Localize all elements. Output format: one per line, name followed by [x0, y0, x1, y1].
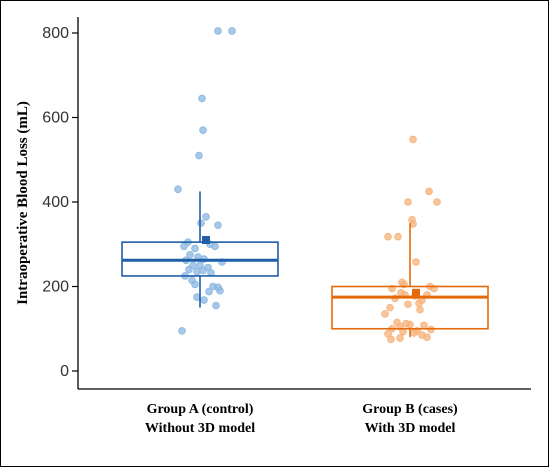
data-point [180, 242, 188, 251]
y-axis-label: Intraoperative Blood Loss (mL) [15, 101, 31, 305]
data-point [193, 267, 201, 276]
data-point [387, 335, 395, 344]
x-tick-group-a-line2: Without 3D model [145, 421, 255, 436]
data-point [409, 135, 417, 144]
data-point [199, 126, 207, 134]
data-point [212, 301, 220, 310]
data-point [214, 221, 222, 230]
data-point [197, 219, 205, 227]
data-point [386, 303, 394, 312]
x-tick-group-b-line2: With 3D model [365, 421, 456, 436]
data-point [178, 327, 186, 335]
data-point [216, 286, 224, 295]
data-point [427, 325, 435, 334]
data-point [174, 185, 182, 194]
data-point [404, 300, 412, 309]
y-tick-label: 400 [42, 194, 69, 211]
data-point [384, 232, 392, 241]
data-point [394, 232, 402, 241]
data-point [416, 305, 424, 314]
y-tick-label: 600 [42, 110, 69, 127]
y-tick-label: 0 [60, 363, 69, 380]
data-points [174, 27, 441, 344]
data-point [195, 151, 203, 160]
mean-marker [412, 288, 420, 297]
y-ticks: 0 200 400 600 800 [42, 25, 78, 380]
data-point [396, 334, 404, 342]
data-point [200, 296, 208, 304]
x-tick-labels: Group A (control) Without 3D model Group… [145, 402, 458, 436]
iqr-box [331, 285, 489, 330]
data-point [381, 310, 389, 318]
data-point [228, 27, 236, 35]
data-point [410, 329, 418, 337]
y-tick-label: 800 [42, 25, 69, 42]
data-point [406, 320, 414, 329]
y-tick-label: 200 [42, 279, 69, 296]
data-point [186, 251, 194, 259]
data-point [415, 299, 423, 308]
data-point [412, 258, 420, 266]
data-point [425, 187, 433, 196]
data-point [202, 212, 210, 221]
data-point [211, 242, 219, 251]
data-point [191, 244, 199, 253]
x-tick-group-a-line1: Group A (control) [147, 402, 254, 417]
axes [77, 17, 531, 390]
data-point [420, 321, 428, 330]
data-point [433, 198, 441, 206]
data-point [198, 94, 206, 103]
data-point [205, 287, 213, 296]
data-point [185, 265, 193, 274]
data-point [404, 198, 412, 206]
data-point [191, 280, 199, 289]
data-point [214, 27, 222, 35]
boxes [121, 191, 489, 338]
data-point [423, 333, 431, 342]
mean-marker [202, 236, 210, 245]
x-tick-group-b-line1: Group B (cases) [362, 402, 458, 417]
